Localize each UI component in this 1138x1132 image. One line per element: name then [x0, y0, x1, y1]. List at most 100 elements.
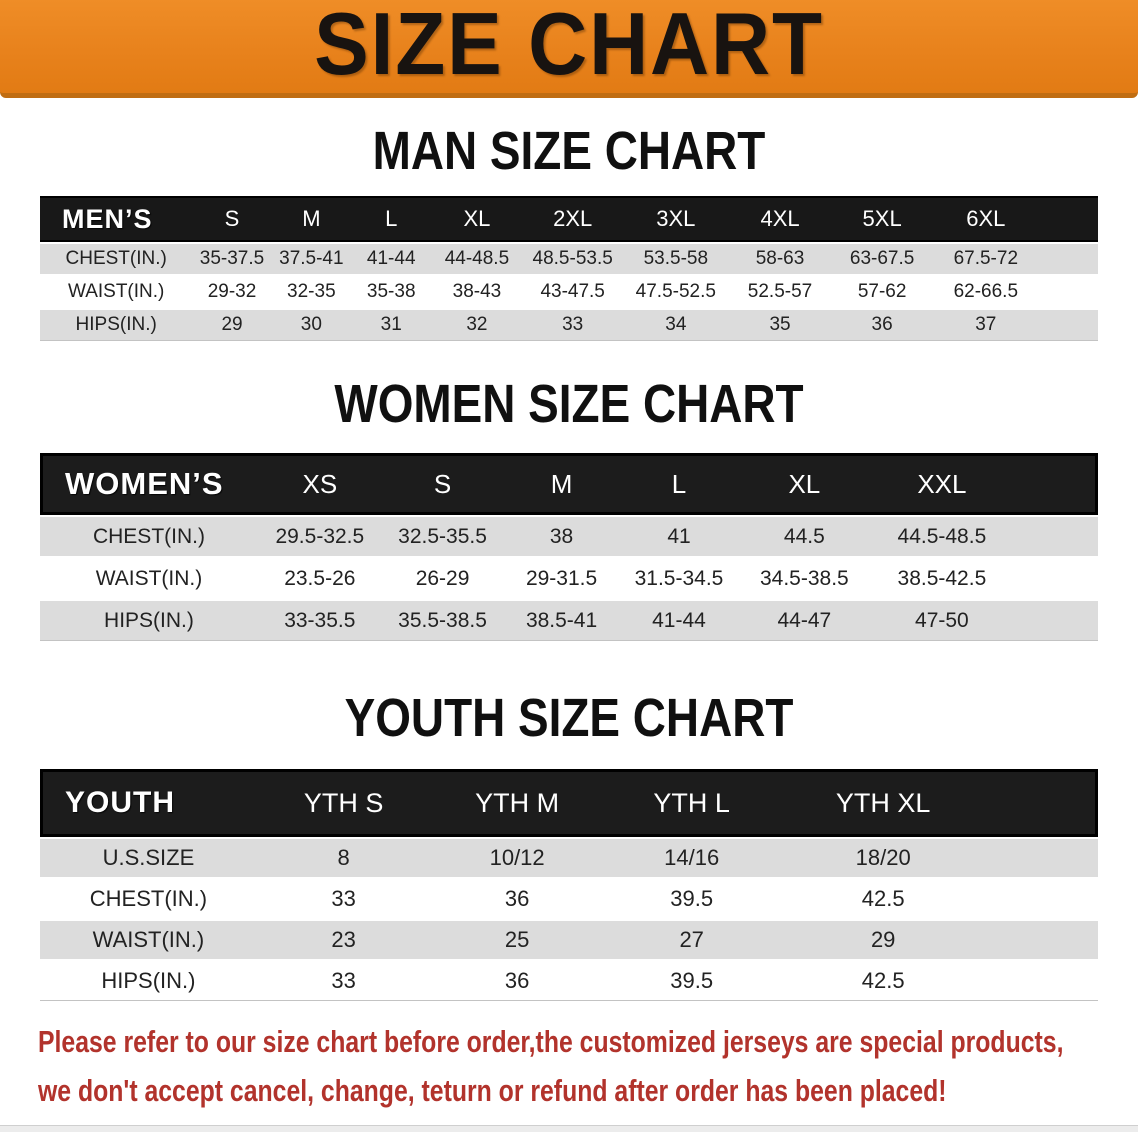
table-row: CHEST(IN.) 29.5-32.5 32.5-35.5 38 41 44.5 44.5… — [40, 515, 1098, 557]
notice-line-1: Please refer to our size chart before or… — [38, 1017, 1138, 1066]
size-value: 34 — [622, 308, 729, 341]
table-row: HIPS(IN.) 33 36 39.5 42.5 — [40, 960, 1098, 1001]
size-column-header: 2XL — [522, 196, 623, 242]
size-value: 29 — [779, 919, 987, 960]
section-heading: YOUTH SIZE CHART — [0, 691, 1138, 745]
table-body: U.S.SIZE 8 10/12 14/16 18/20 CHEST(IN.) 33 36 39… — [40, 837, 1098, 1001]
table-row: HIPS(IN.) 33-35.5 35.5-38.5 38.5-41 41-44 44-… — [40, 599, 1098, 641]
size-value: 57-62 — [831, 275, 933, 308]
size-column-header: XL — [738, 453, 871, 515]
banner-title: SIZE CHART — [314, 0, 824, 93]
size-value: 29-31.5 — [503, 557, 620, 599]
size-value: 41-44 — [351, 242, 432, 275]
table-row: CHEST(IN.) 33 36 39.5 42.5 — [40, 878, 1098, 919]
row-spacer — [986, 837, 1098, 878]
size-value: 67.5-72 — [932, 242, 1039, 275]
size-chart-banner: SIZE CHART — [0, 0, 1138, 98]
size-value: 47-50 — [870, 599, 1014, 641]
size-value: 38.5-42.5 — [870, 557, 1014, 599]
row-label: CHEST(IN.) — [40, 242, 193, 275]
size-column-header: L — [619, 453, 739, 515]
size-column-header: YTH M — [430, 769, 604, 837]
row-spacer — [986, 878, 1098, 919]
row-label: U.S.SIZE — [40, 837, 257, 878]
size-column-header: XXL — [870, 453, 1014, 515]
notice-text: Please refer to our size chart before or… — [38, 1024, 1064, 1059]
row-spacer — [1038, 242, 1098, 275]
size-value: 33-35.5 — [257, 599, 382, 641]
row-spacer — [1013, 515, 1098, 557]
size-value: 38 — [503, 515, 620, 557]
size-value: 36 — [831, 308, 933, 341]
row-label: CHEST(IN.) — [40, 515, 258, 557]
header-row: YOUTH YTH S YTH M YTH L YTH XL — [40, 769, 1098, 837]
size-value: 37 — [932, 308, 1039, 341]
size-value: 33 — [256, 960, 431, 1001]
size-column-header: M — [503, 453, 620, 515]
size-value: 36 — [430, 960, 604, 1001]
size-value: 44.5-48.5 — [870, 515, 1014, 557]
size-value: 29-32 — [192, 275, 272, 308]
row-label: HIPS(IN.) — [40, 308, 193, 341]
size-column-header: 5XL — [831, 196, 933, 242]
size-charts: MAN SIZE CHART MEN’S S M L XL 2XL 3XL 4XL 5XL 6XL C… — [0, 124, 1138, 1001]
size-column-header: YTH L — [603, 769, 780, 837]
size-value: 38.5-41 — [503, 599, 620, 641]
size-table: MEN’S S M L XL 2XL 3XL 4XL 5XL 6XL CHEST(IN.) 35-37… — [40, 196, 1098, 341]
size-chart-section: WOMEN SIZE CHART WOMEN’S XS S M L XL XXL CHEST(I… — [0, 377, 1138, 641]
size-value: 29.5-32.5 — [257, 515, 382, 557]
size-column-header: YTH XL — [779, 769, 987, 837]
size-value: 53.5-58 — [622, 242, 729, 275]
size-value: 38-43 — [431, 275, 523, 308]
size-column-header: 3XL — [622, 196, 729, 242]
table-body: CHEST(IN.) 35-37.5 37.5-41 41-44 44-48.5 48.5… — [40, 242, 1098, 341]
table-row: WAIST(IN.) 23 25 27 29 — [40, 919, 1098, 960]
size-value: 47.5-52.5 — [622, 275, 729, 308]
size-column-header: XS — [257, 453, 382, 515]
row-label: WAIST(IN.) — [40, 275, 193, 308]
table-row: CHEST(IN.) 35-37.5 37.5-41 41-44 44-48.5 48.5… — [40, 242, 1098, 275]
size-value: 44.5 — [738, 515, 871, 557]
size-value: 31 — [351, 308, 432, 341]
row-spacer — [1038, 308, 1098, 341]
table-row: WAIST(IN.) 29-32 32-35 35-38 38-43 43-47.5 47.… — [40, 275, 1098, 308]
size-column-header: XL — [431, 196, 523, 242]
row-spacer — [1013, 557, 1098, 599]
header-spacer — [1038, 196, 1098, 242]
size-chart-section: YOUTH SIZE CHART YOUTH YTH S YTH M YTH L YTH … — [0, 691, 1138, 1001]
size-value: 8 — [256, 837, 431, 878]
size-value: 39.5 — [603, 960, 780, 1001]
group-label: YOUTH — [40, 769, 257, 837]
size-value: 44-48.5 — [431, 242, 523, 275]
section-heading: WOMEN SIZE CHART — [0, 377, 1138, 431]
size-value: 32-35 — [271, 275, 352, 308]
row-label: WAIST(IN.) — [40, 557, 258, 599]
size-value: 41 — [619, 515, 739, 557]
size-value: 26-29 — [381, 557, 504, 599]
size-value: 52.5-57 — [728, 275, 832, 308]
size-value: 30 — [271, 308, 352, 341]
size-value: 23.5-26 — [257, 557, 382, 599]
size-table: YOUTH YTH S YTH M YTH L YTH XL U.S.SIZE 8 10/12… — [40, 769, 1098, 1001]
table-header: MEN’S S M L XL 2XL 3XL 4XL 5XL 6XL — [40, 196, 1098, 242]
size-value: 35-38 — [351, 275, 432, 308]
size-column-header: S — [381, 453, 504, 515]
size-value: 42.5 — [779, 878, 987, 919]
size-value: 35.5-38.5 — [381, 599, 504, 641]
size-value: 42.5 — [779, 960, 987, 1001]
size-value: 43-47.5 — [522, 275, 623, 308]
size-value: 14/16 — [603, 837, 780, 878]
size-column-header: 6XL — [932, 196, 1039, 242]
size-value: 36 — [430, 878, 604, 919]
size-value: 10/12 — [430, 837, 604, 878]
row-spacer — [986, 960, 1098, 1001]
notice-text: we don't accept cancel, change, teturn o… — [38, 1073, 947, 1108]
row-label: WAIST(IN.) — [40, 919, 257, 960]
group-label: WOMEN’S — [40, 453, 258, 515]
size-value: 39.5 — [603, 878, 780, 919]
size-value: 33 — [522, 308, 623, 341]
size-value: 44-47 — [738, 599, 871, 641]
table-body: CHEST(IN.) 29.5-32.5 32.5-35.5 38 41 44.5 44.5… — [40, 515, 1098, 641]
table-row: U.S.SIZE 8 10/12 14/16 18/20 — [40, 837, 1098, 878]
size-column-header: YTH S — [256, 769, 431, 837]
